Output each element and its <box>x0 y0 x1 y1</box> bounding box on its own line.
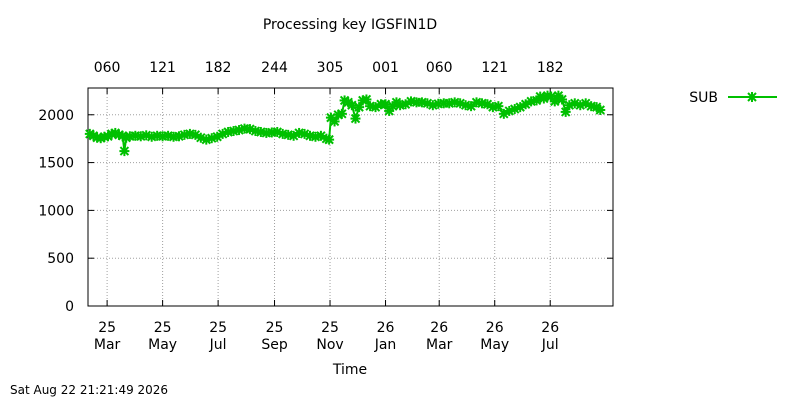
legend: SUB <box>689 90 777 106</box>
plot-frame <box>87 87 614 307</box>
x-tick-label-month: Jul <box>209 337 227 353</box>
y-tick-label: 1500 <box>38 156 74 172</box>
top-tick-label: 001 <box>372 60 399 76</box>
footer-timestamp: Sat Aug 22 21:21:49 2026 <box>10 383 168 397</box>
top-tick-label: 060 <box>94 60 121 76</box>
x-tick-label-year: 26 <box>377 320 395 336</box>
y-tick-label: 2000 <box>38 108 74 124</box>
top-tick-label: 182 <box>205 60 232 76</box>
x-tick-label-year: 25 <box>98 320 116 336</box>
y-tick-label: 0 <box>65 299 74 315</box>
data-point <box>324 134 335 145</box>
x-tick-label-month: Sep <box>261 337 288 353</box>
data-point <box>346 100 357 111</box>
top-tick-label: 182 <box>537 60 564 76</box>
x-tick-label-month: Jan <box>374 337 397 353</box>
top-tick-label: 244 <box>261 60 288 76</box>
grid-lines <box>88 88 613 306</box>
x-tick-label-year: 25 <box>266 320 284 336</box>
x-tick-label-year: 25 <box>321 320 339 336</box>
chart-title: Processing key IGSFIN1D <box>263 17 437 33</box>
x-tick-label-month: May <box>480 337 509 353</box>
top-tick-label: 121 <box>481 60 508 76</box>
data-point <box>336 108 347 119</box>
y-tick-label: 1000 <box>38 203 74 219</box>
x-tick-label-month: Nov <box>316 337 343 353</box>
x-tick-label-month: Mar <box>426 337 453 353</box>
data-point <box>119 146 130 157</box>
data-point <box>595 104 606 115</box>
top-tick-label: 121 <box>149 60 176 76</box>
data-point <box>272 126 283 137</box>
x-tick-label-year: 25 <box>154 320 172 336</box>
x-tick-label-month: May <box>148 337 177 353</box>
x-tick-label-year: 26 <box>541 320 559 336</box>
legend-label: SUB <box>689 90 718 106</box>
x-axis-label: Time <box>332 362 367 378</box>
x-tick-label-year: 25 <box>209 320 227 336</box>
y-axis-ticks: 0 500 1000 1500 2000 <box>38 108 613 315</box>
x-tick-label-month: Mar <box>94 337 121 353</box>
top-tick-label: 060 <box>426 60 453 76</box>
x-tick-label-month: Jul <box>541 337 559 353</box>
data-point <box>493 101 504 112</box>
y-tick-label: 500 <box>47 251 74 267</box>
data-point <box>466 101 477 112</box>
axes <box>87 87 614 307</box>
series-sub <box>84 90 606 157</box>
top-axis-ticks: 060 121 182 244 305 001 060 121 182 <box>94 60 564 94</box>
data-point <box>557 94 568 105</box>
x-tick-label-year: 26 <box>430 320 448 336</box>
x-tick-label-year: 26 <box>486 320 504 336</box>
top-tick-label: 305 <box>317 60 344 76</box>
x-axis-ticks: 25Mar25May25Jul25Sep25Nov26Jan26Mar26May… <box>94 300 559 353</box>
data-point <box>350 113 361 124</box>
legend-marker <box>747 92 757 102</box>
